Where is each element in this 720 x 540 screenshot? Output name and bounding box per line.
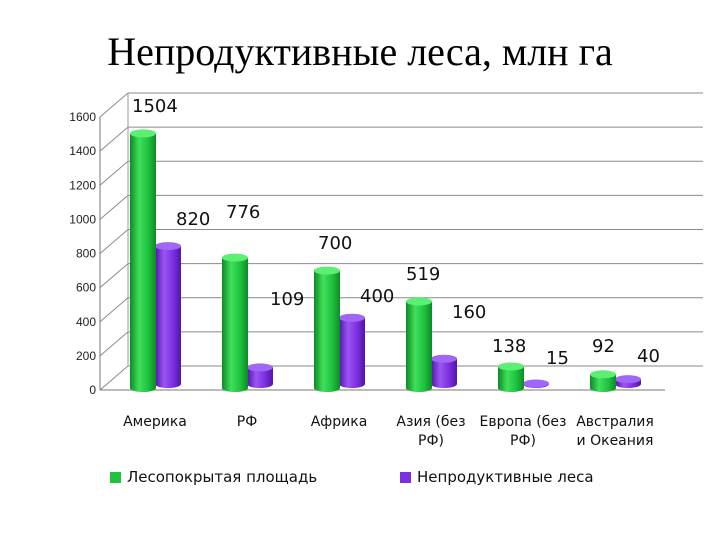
bar-unproductive-bottom <box>155 380 181 388</box>
bar-forest-area-bottom <box>406 384 432 392</box>
legend-label-forest-area: Лесопокрытая площадь <box>127 468 318 486</box>
bar-forest-area-top <box>406 297 432 306</box>
legend-item-forest-area: Лесопокрытая площадь <box>110 468 317 486</box>
x-category-label: Европа (без <box>480 414 567 430</box>
data-label-unproductive: 40 <box>637 346 660 367</box>
y-tick-label: 400 <box>76 315 96 329</box>
bar-unproductive <box>247 363 273 388</box>
bar-unproductive-bottom <box>431 380 457 388</box>
bar-forest-area-body <box>314 270 340 388</box>
bar-forest-area-body <box>130 133 156 388</box>
data-labels: 1504 820 776 109 700 400 519 160 138 15 92 40 <box>132 96 660 369</box>
bar-unproductive <box>339 313 365 388</box>
data-label-unproductive: 15 <box>546 348 569 369</box>
axes: 0 200 400 600 800 1000 1200 1400 1600 Америка РФ Аф… <box>69 93 665 449</box>
x-category-label: РФ <box>237 414 258 430</box>
bar-forest-area <box>590 370 616 392</box>
bar-forest-area <box>130 129 156 392</box>
bar-unproductive-top <box>339 313 365 322</box>
bar-forest-area-bottom <box>498 384 524 392</box>
data-label-forest-area: 776 <box>226 202 260 223</box>
bar-unproductive-top <box>247 363 273 372</box>
x-category-label: и Океания <box>577 433 654 449</box>
x-category-label: Америка <box>123 414 187 430</box>
bar-forest-area-body <box>498 366 524 388</box>
legend-label-unproductive: Непродуктивные леса <box>417 468 594 486</box>
legend-swatch-purple <box>400 471 411 483</box>
bar-unproductive-body <box>155 246 181 384</box>
x-category-label: Африка <box>311 414 368 430</box>
gridline <box>99 126 703 152</box>
bar-forest-area-bottom <box>314 384 340 392</box>
bar-forest-area <box>498 362 524 392</box>
bar-forest-area-top <box>222 253 248 262</box>
gridline <box>99 92 703 118</box>
bar-forest-area-bottom <box>590 384 616 392</box>
bar-forest-area <box>406 297 432 392</box>
bar-unproductive-bottom <box>339 380 365 388</box>
y-tick-label: 1000 <box>69 212 96 226</box>
data-label-forest-area: 1504 <box>132 96 178 117</box>
data-label-unproductive: 160 <box>452 302 486 323</box>
bar-forest-area-top <box>314 266 340 275</box>
bar-unproductive <box>523 379 549 388</box>
x-category-label: РФ) <box>510 433 536 449</box>
y-tick-label: 1200 <box>69 178 96 192</box>
data-label-forest-area: 138 <box>492 336 526 357</box>
bar-forest-area-bottom <box>130 384 156 392</box>
y-tick-label: 800 <box>76 247 96 261</box>
bar-unproductive-top <box>523 379 549 388</box>
data-label-forest-area: 519 <box>406 264 440 285</box>
bars <box>130 129 641 392</box>
bar-unproductive <box>431 354 457 388</box>
data-label-unproductive: 820 <box>176 209 210 230</box>
page-title: Непродуктивные леса, млн га <box>107 29 613 74</box>
bar-unproductive <box>155 242 181 388</box>
bar-forest-area <box>314 266 340 392</box>
bar-unproductive-top <box>431 354 457 363</box>
bar-forest-area-top <box>130 129 156 138</box>
y-tick-label: 200 <box>76 349 96 363</box>
gridline <box>99 297 703 323</box>
data-label-forest-area: 92 <box>592 336 615 357</box>
legend-item-unproductive: Непродуктивные леса <box>400 468 594 486</box>
legend-swatch-green <box>110 471 121 483</box>
bar-unproductive-top <box>155 242 181 251</box>
bar-unproductive-top <box>615 375 641 384</box>
x-category-label: Австралия <box>576 414 654 430</box>
bar-forest-area-top <box>590 370 616 379</box>
gridline <box>99 160 703 186</box>
data-label-forest-area: 700 <box>318 233 352 254</box>
y-tick-label: 1400 <box>69 144 96 158</box>
bar-forest-area-bottom <box>222 384 248 392</box>
x-category-label: РФ) <box>418 433 444 449</box>
bar-forest-area-body <box>222 257 248 388</box>
bar-forest-area-body <box>406 301 432 388</box>
gridline <box>99 263 703 289</box>
bar-unproductive-body <box>339 317 365 384</box>
bar-forest-area-top <box>498 362 524 371</box>
bar-unproductive <box>615 375 641 388</box>
bar-forest-area <box>222 253 248 392</box>
gridline <box>99 229 703 254</box>
bar-unproductive-body <box>431 358 457 384</box>
y-tick-label: 1600 <box>69 110 96 124</box>
y-tick-label: 0 <box>89 383 96 397</box>
x-category-label: Азия (без <box>396 414 465 430</box>
y-tick-label: 600 <box>76 281 96 295</box>
data-label-unproductive: 400 <box>360 286 394 307</box>
bar-unproductive-body <box>247 367 273 384</box>
bar-unproductive-bottom <box>247 380 273 388</box>
data-label-unproductive: 109 <box>270 289 304 310</box>
